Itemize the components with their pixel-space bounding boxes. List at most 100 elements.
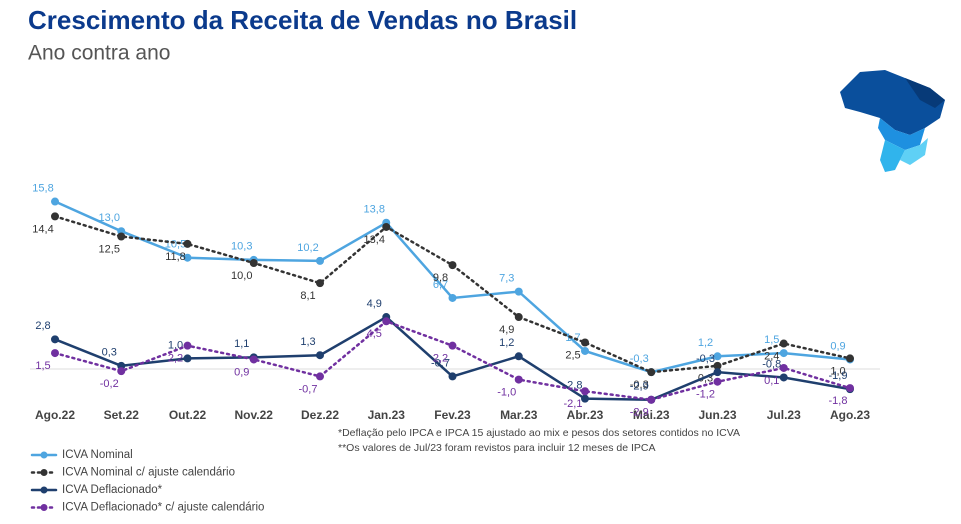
data-label: 10,2 <box>297 242 318 254</box>
data-point <box>249 259 258 267</box>
data-point <box>779 373 788 382</box>
x-tick-label: Jan.23 <box>368 408 406 422</box>
data-label: 9,8 <box>433 272 448 284</box>
data-point <box>514 313 523 322</box>
data-label: 10,5 <box>165 239 186 251</box>
data-label: 1,2 <box>499 337 514 349</box>
data-point <box>117 367 126 376</box>
chart-title: Crescimento da Receita de Vendas no Bras… <box>28 5 577 35</box>
data-point <box>779 349 788 358</box>
x-tick-label: Ago.23 <box>830 408 870 422</box>
data-label: 14,4 <box>32 223 53 235</box>
data-label: 2,2 <box>433 353 448 365</box>
data-label: 4,5 <box>367 328 382 340</box>
data-point <box>846 384 854 393</box>
data-point <box>713 352 722 361</box>
x-tick-label: Nov.22 <box>235 408 274 422</box>
data-point <box>316 279 324 288</box>
data-point <box>713 377 722 386</box>
data-label: 11,8 <box>165 251 186 263</box>
data-label: 0,3 <box>102 347 117 359</box>
data-label: 13,0 <box>99 212 120 224</box>
data-point <box>713 361 722 370</box>
data-label: 0,1 <box>764 375 779 387</box>
legend-label: ICVA Nominal c/ ajuste calendário <box>62 467 235 479</box>
data-label: 2,4 <box>764 350 779 362</box>
data-point <box>514 375 523 384</box>
data-label: -1,8 <box>829 395 848 407</box>
data-label: 13,4 <box>364 234 385 246</box>
data-label: -0,3 <box>630 379 649 391</box>
data-point <box>117 232 126 241</box>
data-point <box>581 338 589 347</box>
data-label: 1,5 <box>35 360 50 372</box>
data-point <box>51 212 59 221</box>
data-label: 1,0 <box>830 365 845 377</box>
data-label: -2,9 <box>630 381 649 393</box>
data-point <box>183 239 192 248</box>
data-label: 2,5 <box>565 349 580 361</box>
data-label: 0,9 <box>234 366 249 378</box>
data-label: -0,3 <box>630 353 649 365</box>
x-tick-label: Dez.22 <box>301 408 339 422</box>
data-point <box>713 368 722 377</box>
data-label: -2,9 <box>630 407 649 419</box>
data-label: 13,8 <box>364 204 385 216</box>
data-point <box>382 317 391 326</box>
data-point <box>316 351 324 360</box>
data-label: -0,7 <box>299 383 318 395</box>
data-point <box>448 261 457 270</box>
legend-marker <box>40 504 48 511</box>
data-point <box>647 395 656 404</box>
data-point <box>514 352 523 361</box>
data-label: -0,3 <box>696 353 715 365</box>
legend-label: ICVA Nominal <box>62 449 133 461</box>
data-point <box>647 368 656 377</box>
data-label: -2,8 <box>564 380 583 392</box>
x-tick-label: Fev.23 <box>434 408 471 422</box>
x-tick-label: Ago.22 <box>35 408 75 422</box>
data-label: -0,8 <box>762 358 781 370</box>
data-point <box>382 222 391 231</box>
data-label: 6,7 <box>433 279 448 291</box>
data-label: 0,9 <box>830 340 845 352</box>
footnote: *Deflação pelo IPCA e IPCA 15 ajustado a… <box>338 427 740 439</box>
data-label: 4,9 <box>499 324 514 336</box>
data-label: -0,7 <box>431 357 450 369</box>
x-tick-label: Abr.23 <box>567 408 604 422</box>
legend-label: ICVA Deflacionado* c/ ajuste calendário <box>62 502 264 514</box>
legend-marker <box>40 451 48 459</box>
legend-marker <box>40 486 48 494</box>
data-label: 10,3 <box>231 241 252 253</box>
data-label: 10,0 <box>231 270 252 282</box>
data-point <box>581 394 589 403</box>
data-point <box>51 197 59 206</box>
data-label: 2,8 <box>35 320 50 332</box>
data-label: 1,7 <box>565 332 580 344</box>
data-label: 12,5 <box>99 243 120 255</box>
x-tick-label: Mai.23 <box>633 408 670 422</box>
data-label: 1,2 <box>698 337 713 349</box>
legend-label: ICVA Deflacionado* <box>62 484 163 496</box>
data-label: 1,5 <box>764 334 779 346</box>
brazil-map <box>840 70 945 172</box>
data-label: 4,9 <box>367 298 382 310</box>
data-point <box>448 341 457 350</box>
data-label: 7,3 <box>499 273 514 285</box>
data-point <box>846 354 854 363</box>
chart-subtitle: Ano contra ano <box>28 42 170 65</box>
data-label: -0,2 <box>100 378 119 390</box>
data-point <box>448 293 457 302</box>
x-tick-label: Mar.23 <box>500 408 538 422</box>
data-label: 1,1 <box>234 338 249 350</box>
data-point <box>183 354 192 363</box>
x-tick-label: Jul.23 <box>767 408 801 422</box>
data-point <box>581 387 589 396</box>
data-label: 8,1 <box>300 290 315 302</box>
data-label: 2,2 <box>168 353 183 365</box>
footnote: **Os valores de Jul/23 foram revistos pa… <box>338 442 655 454</box>
data-point <box>51 349 59 358</box>
data-point <box>183 253 192 262</box>
data-point <box>51 335 59 344</box>
